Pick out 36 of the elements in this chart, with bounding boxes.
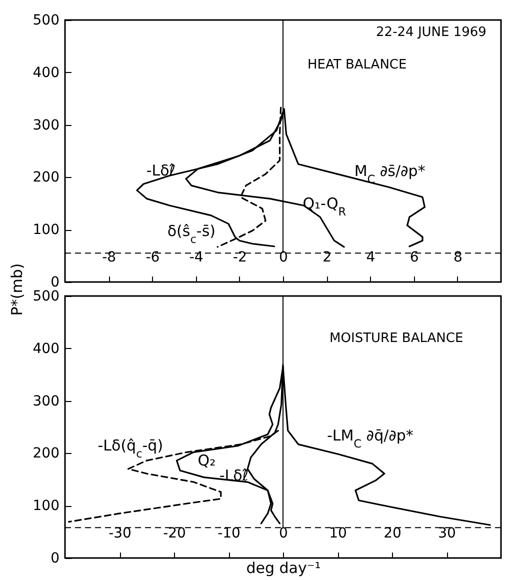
y-tick-label: 0 [50, 550, 60, 566]
y-tick-label: 400 [32, 340, 60, 357]
x-tick-label: 30 [438, 526, 456, 542]
x-tick-label: 0 [279, 526, 288, 542]
x-tick-label: -6 [146, 250, 160, 266]
x-axis-title: deg day⁻¹ [246, 559, 321, 577]
y-tick-label: 300 [32, 393, 60, 410]
x-tick-label: -8 [102, 250, 116, 266]
series-label: δ(ŝ$_{c}$-s̄) [167, 222, 216, 246]
y-tick-label: 300 [32, 117, 60, 134]
y-tick-label: 500 [32, 288, 60, 304]
y-axis-title: P*(mb) [8, 263, 26, 316]
y-tick-label: 200 [32, 170, 60, 186]
x-tick-label: -10 [218, 526, 240, 542]
series-label: Q₂ [198, 452, 216, 470]
series-label: -Lδ(q̂$_{c}$-q̄) [98, 436, 164, 460]
x-tick-label: -20 [163, 526, 186, 542]
y-tick-label: 400 [32, 64, 60, 81]
x-tick-label: 10 [329, 526, 347, 542]
annotation: 22-24 JUNE 1969 [376, 24, 486, 40]
text: MOISTURE BALANCE [330, 330, 464, 346]
series-label: -LM$_{C}$ ∂q̄/∂p* [326, 426, 414, 450]
y-tick-label: 0 [50, 274, 60, 290]
y-tick-label: 200 [32, 446, 60, 462]
series-label: -Lδℓ̂ [146, 161, 176, 180]
y-tick-label: 100 [32, 498, 60, 514]
x-tick-label: 8 [453, 250, 462, 266]
x-tick-label: 2 [322, 250, 332, 266]
y-tick-label: 100 [32, 222, 60, 238]
x-tick-label: 6 [410, 250, 419, 266]
y-tick-label: 500 [32, 12, 60, 28]
x-tick-label: -4 [189, 250, 204, 266]
text: HEAT BALANCE [308, 58, 407, 73]
x-tick-label: 4 [366, 250, 376, 266]
series-label: Q₁-Q$_{R}$ [302, 194, 346, 218]
x-tick-label: -2 [232, 250, 247, 266]
